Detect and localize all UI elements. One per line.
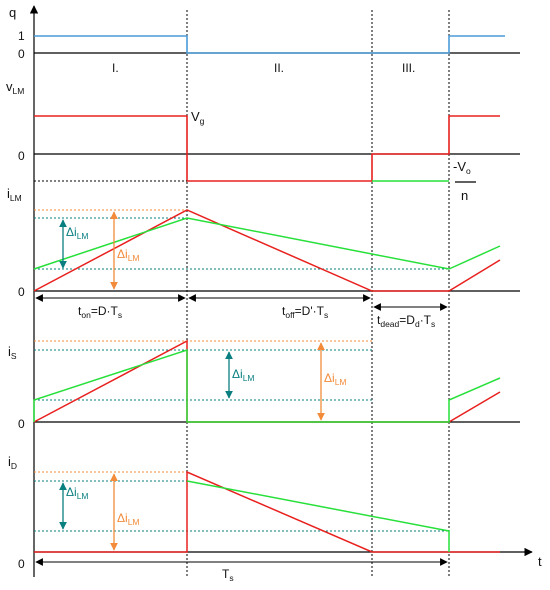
vg-label: Vg (191, 109, 205, 126)
region-one-label: I. (112, 61, 119, 75)
ilm-delta-label-orange: ΔiLM (117, 247, 140, 263)
vlm-tick-zero: 0 (18, 149, 25, 163)
q-axis-label: q (9, 5, 16, 20)
is-green-waveform (33, 348, 501, 423)
id-delta-label-teal: ΔiLM (66, 485, 89, 501)
is-axis-label: iS (8, 344, 17, 361)
is-tick-zero: 0 (18, 417, 25, 431)
id-tick-zero: 0 (18, 557, 25, 571)
id-axis-label: iD (8, 454, 17, 471)
ilm-tick-zero: 0 (18, 285, 25, 299)
q-tick-zero: 0 (18, 47, 25, 61)
vlm-axis-label: vLM (6, 79, 24, 96)
neg-vo-denominator: n (461, 188, 468, 203)
id-green-waveform (186, 480, 450, 552)
id-delta-label-orange: ΔiLM (117, 511, 140, 527)
region-two-label: II. (274, 61, 284, 75)
q-tick-one: 1 (18, 29, 25, 43)
id-red-waveform (34, 470, 500, 553)
is-delta-label-orange: ΔiLM (324, 371, 347, 387)
toff-label: toff=D'·Ts (282, 304, 328, 320)
ilm-green-waveform (33, 217, 501, 270)
ts-label: Ts (222, 567, 234, 583)
ilm-red-waveform (33, 209, 501, 292)
is-red-waveform (33, 339, 501, 423)
ilm-axis-label: iLM (7, 186, 22, 203)
is-delta-label-teal: ΔiLM (232, 367, 255, 383)
region-three-label: III. (402, 61, 415, 75)
neg-vo-numerator: -Vo (453, 159, 471, 176)
tdead-label: tdead=Dd·Ts (377, 313, 435, 329)
vlm-waveform (34, 115, 500, 182)
ilm-delta-label-teal: ΔiLM (66, 225, 89, 241)
q-waveform (34, 35, 505, 54)
t-axis-label: t (538, 554, 542, 569)
ton-label: ton=D·Ts (78, 304, 122, 320)
